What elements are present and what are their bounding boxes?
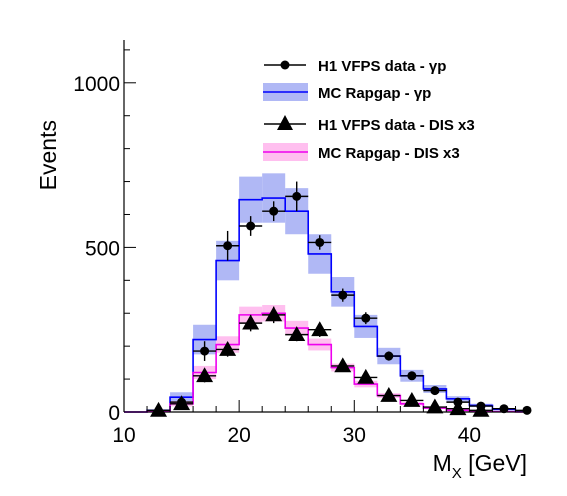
data-point-triangle bbox=[380, 387, 398, 402]
legend-label-mc-gp: MC Rapgap - γp bbox=[318, 85, 431, 102]
data-point-triangle bbox=[265, 306, 283, 322]
x-axis-label-unit: [GeV] bbox=[462, 450, 527, 476]
data-point-circle bbox=[522, 405, 532, 415]
x-axis-label-sub: X bbox=[452, 465, 462, 482]
data-point-circle bbox=[315, 237, 325, 247]
data-points-layer bbox=[147, 181, 532, 417]
data-point-triangle bbox=[472, 401, 490, 417]
data-point-triangle bbox=[196, 367, 214, 383]
data-point-triangle bbox=[219, 340, 237, 356]
data-point-circle bbox=[338, 290, 348, 300]
y-tick-label: 500 bbox=[85, 237, 120, 260]
data-point-triangle bbox=[173, 395, 191, 411]
data-point-circle bbox=[269, 206, 279, 216]
legend-label-data-dis: H1 VFPS data - DIS x3 bbox=[318, 117, 475, 134]
y-axis-label: Events bbox=[35, 120, 61, 190]
data-point-triangle bbox=[449, 400, 467, 416]
legend-label-mc-dis: MC Rapgap - DIS x3 bbox=[318, 145, 460, 162]
x-tick-label: 20 bbox=[227, 424, 250, 447]
data-point-circle bbox=[223, 241, 233, 251]
data-point-triangle bbox=[426, 398, 444, 414]
data-point-triangle bbox=[150, 401, 168, 417]
data-point-triangle bbox=[403, 391, 421, 407]
legend-label-data-gp: H1 VFPS data - γp bbox=[318, 58, 446, 75]
x-tick-label: 10 bbox=[112, 424, 135, 447]
legend-entry-mc-dis: MC Rapgap - DIS x3 bbox=[263, 143, 460, 162]
y-tick-label: 1000 bbox=[73, 73, 120, 96]
legend-entry-data-gp: H1 VFPS data - γp bbox=[264, 58, 446, 75]
data-point-circle bbox=[430, 386, 440, 396]
x-axis-label-main: M bbox=[433, 450, 452, 476]
x-tick-label: 30 bbox=[343, 424, 366, 447]
data-point-circle bbox=[499, 404, 509, 414]
data-point-triangle bbox=[334, 357, 352, 373]
legend-entry-mc-gp: MC Rapgap - γp bbox=[263, 83, 431, 102]
legend: H1 VFPS data - γp MC Rapgap - γp H1 VFPS… bbox=[263, 58, 475, 162]
data-point-circle bbox=[246, 221, 256, 231]
axes-layer bbox=[123, 40, 527, 413]
x-tick-label: 40 bbox=[458, 424, 481, 447]
data-point-triangle bbox=[288, 326, 306, 342]
tick-labels-layer: 10 20 30 40 0 500 1000 bbox=[73, 73, 481, 447]
x-axis-label: MX [GeV] bbox=[433, 450, 527, 482]
data-point-circle bbox=[407, 371, 417, 381]
y-tick-label: 0 bbox=[108, 402, 120, 425]
data-point-circle bbox=[200, 346, 210, 356]
data-point-triangle bbox=[242, 314, 260, 330]
mc-histograms-layer bbox=[124, 197, 527, 413]
data-point-triangle bbox=[357, 368, 375, 384]
data-point-circle bbox=[384, 351, 394, 361]
data-point-triangle bbox=[311, 321, 329, 337]
data-point-circle bbox=[361, 313, 371, 323]
mc-histogram-line-1 bbox=[124, 197, 527, 413]
data-point-circle bbox=[292, 191, 302, 201]
legend-entry-data-dis: H1 VFPS data - DIS x3 bbox=[264, 115, 475, 134]
